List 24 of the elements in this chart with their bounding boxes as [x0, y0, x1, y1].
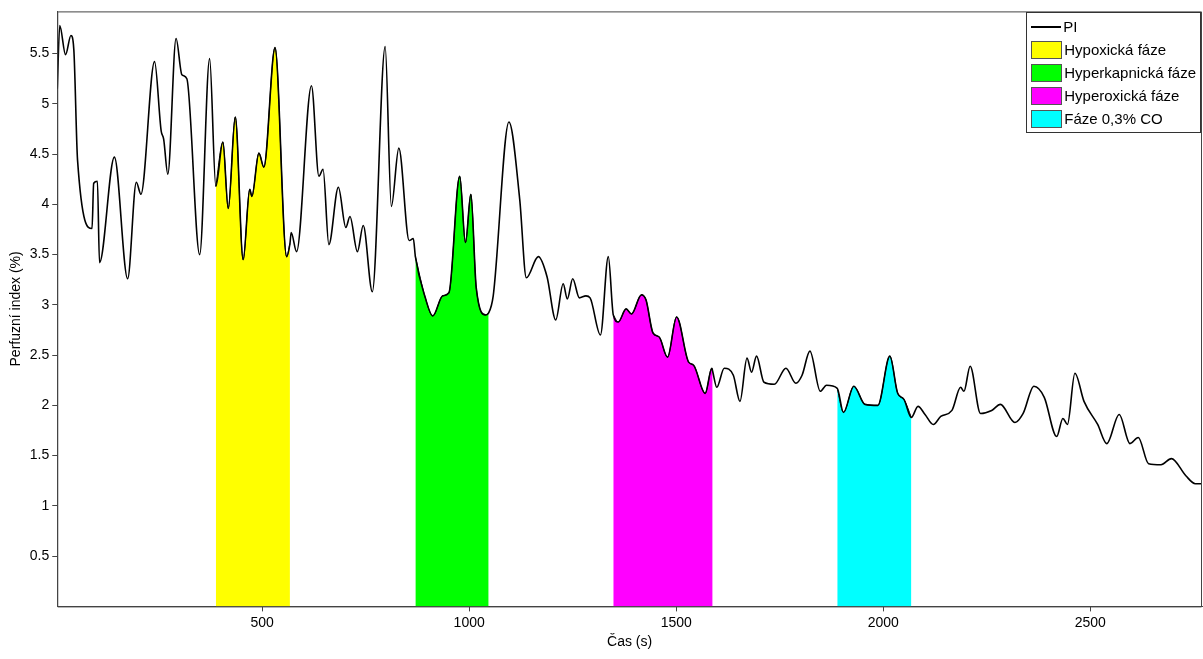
y-tick-label: 4: [41, 195, 50, 212]
x-tick-label: 2500: [1074, 613, 1106, 630]
legend-label: Hyperkapnická fáze: [1064, 63, 1196, 83]
legend-label: Hypoxická fáze: [1064, 40, 1166, 60]
y-tick-label: 4.5: [29, 144, 50, 161]
y-tick-label: 0.5: [29, 547, 50, 564]
legend-label: PI: [1063, 17, 1078, 37]
line-series: [57, 24, 1202, 485]
x-tick-label: 500: [250, 613, 275, 630]
y-tick-label: 5.5: [29, 44, 50, 61]
y-tick-label: 1: [41, 496, 50, 513]
y-axis-title: Perfuzní index (%): [7, 251, 24, 367]
x-tick-label: 1000: [453, 613, 485, 630]
y-tick-label: 3: [41, 295, 50, 312]
legend-label: Hyperoxická fáze: [1064, 86, 1180, 106]
y-tick-label: 5: [41, 94, 50, 111]
x-axis-title: Čas (s): [607, 633, 653, 650]
y-tick-label: 2: [41, 396, 50, 413]
y-tick-label: 2.5: [29, 345, 50, 362]
y-tick-label: 3.5: [29, 245, 50, 262]
x-tick-label: 1500: [660, 613, 692, 630]
y-tick-label: 1.5: [29, 446, 50, 463]
legend-label: Fáze 0,3% CO: [1064, 109, 1163, 129]
x-tick-label: 2000: [867, 613, 899, 630]
